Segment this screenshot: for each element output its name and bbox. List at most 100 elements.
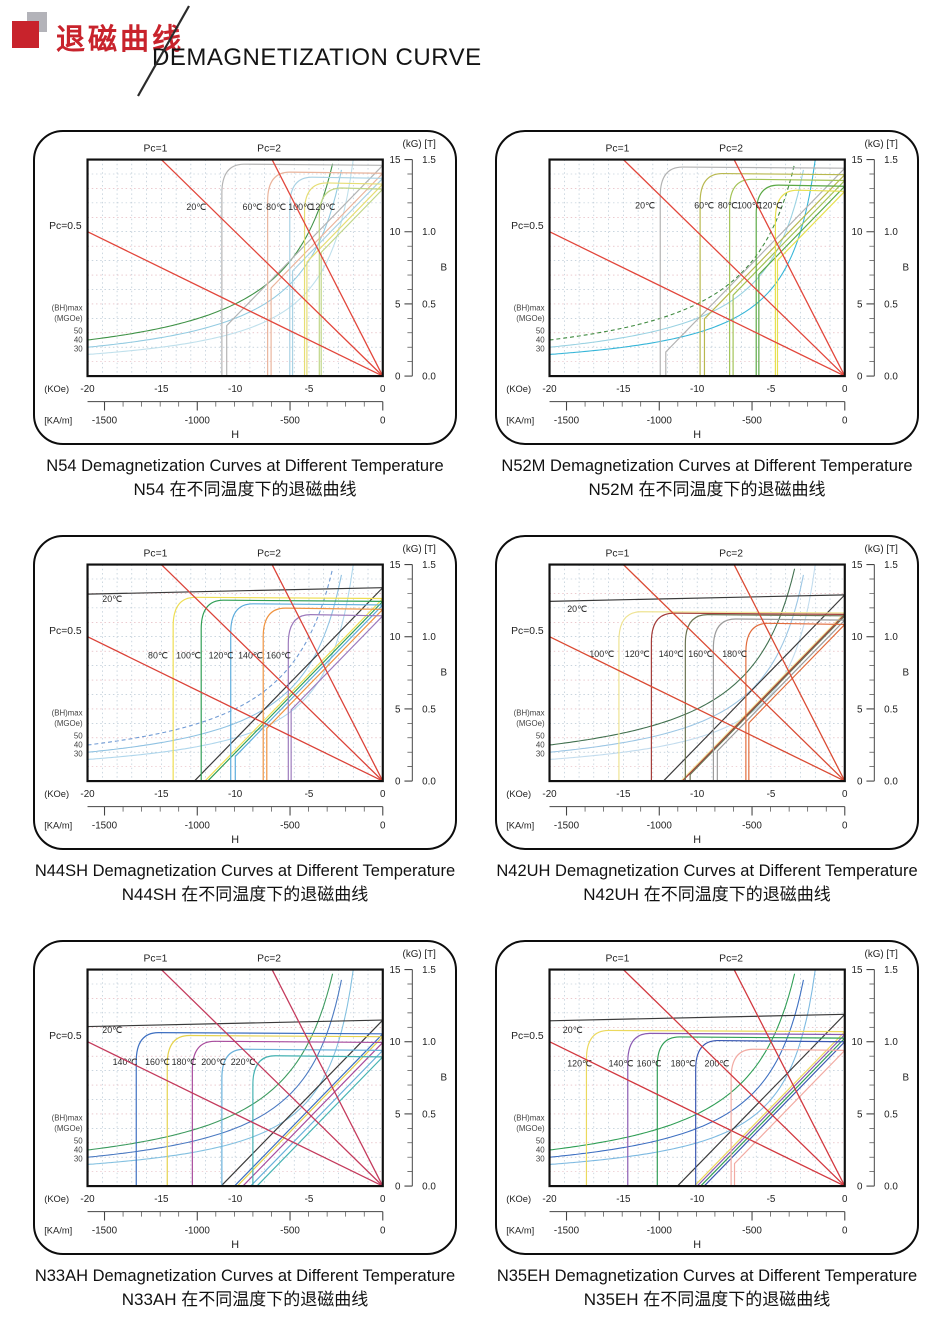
pc2-label: Pc=2	[719, 954, 743, 965]
b-curve-100	[306, 183, 384, 377]
x-tick-koe: -5	[767, 384, 776, 395]
temp-label-160: 160℃	[145, 1057, 170, 1067]
pc-line-1	[622, 564, 846, 782]
chart-caption-n44sh: N44SH Demagnetization Curves at Differen…	[33, 860, 457, 907]
x-tick-koe: 0	[380, 789, 386, 800]
plot-border	[86, 158, 384, 378]
pc2-label: Pc=2	[257, 954, 281, 965]
pc1-label: Pc=1	[606, 144, 630, 155]
pc05-label: Pc=0.5	[511, 626, 544, 637]
y-tick-t: 1.0	[884, 227, 898, 238]
x-unit-koe: (KOe)	[506, 384, 531, 394]
b-curve-140	[696, 1034, 846, 1187]
j-curve-80	[172, 596, 383, 782]
temp-label-140: 140℃	[659, 649, 684, 659]
b-curve-140	[234, 1033, 384, 1187]
bhmax-value-40: 40	[536, 1146, 545, 1155]
temp-label-180: 180℃	[722, 649, 747, 659]
bhmax-value-50: 50	[536, 731, 545, 740]
bhmax-contour-40	[87, 574, 342, 753]
y-tick-kg: 15	[390, 965, 401, 976]
x-unit-koe: (KOe)	[506, 1194, 531, 1204]
pc-line-1	[622, 159, 846, 377]
y-units-label: (kG) [T]	[865, 949, 899, 960]
x-tick-kam: -500	[742, 415, 762, 426]
x-tick-kam: -1000	[185, 415, 211, 426]
x-tick-koe: -5	[767, 1194, 776, 1205]
b-curve-140	[266, 608, 384, 782]
temp-label-80: 80℃	[718, 201, 738, 211]
pc2-label: Pc=2	[257, 144, 281, 155]
bhmax-value-40: 40	[536, 741, 545, 750]
x-tick-koe: -15	[616, 789, 631, 800]
demag-chart-n42uh: 20℃ 100℃ 120℃ 140℃ 160℃ 180℃ Pc=1 Pc=2 Pc=0.5 (BH…	[506, 544, 909, 846]
x-title: H	[231, 429, 239, 441]
temp-label-20: 20℃	[102, 594, 122, 604]
b-curve-220	[256, 1056, 384, 1187]
chart-card-n42uh: 20℃ 100℃ 120℃ 140℃ 160℃ 180℃ Pc=1 Pc=2 Pc=0.5 (BH…	[495, 535, 919, 850]
b-curve-180	[703, 1041, 846, 1187]
x-tick-kam: -1500	[92, 820, 118, 831]
b-curve-20	[662, 594, 846, 782]
chart-card-n44sh: 20℃ 80℃ 100℃ 120℃ 140℃ 160℃ Pc=1 Pc=2 Pc=0.5 (BH)…	[33, 535, 457, 850]
header-slash-line	[137, 5, 190, 97]
x-tick-kam: -500	[280, 1225, 300, 1236]
b-curve-160	[290, 615, 384, 782]
x-tick-koe: -10	[690, 1194, 705, 1205]
x-title: H	[693, 834, 701, 846]
bhmax-value-40: 40	[74, 1146, 83, 1155]
j-curve-20	[87, 1019, 383, 1028]
chart-card-n52m: 20℃ 60℃ 80℃ 100℃ 120℃ Pc=1 Pc=2 Pc=0.5 (BH)max (M…	[495, 130, 919, 445]
x-tick-koe: -10	[228, 384, 243, 395]
x-tick-koe: -10	[228, 789, 243, 800]
x-tick-koe: 0	[842, 384, 848, 395]
pc-line-0.5	[549, 636, 846, 782]
j-curve-20	[549, 1013, 845, 1022]
bhmax-caption: (MGOe)	[516, 1124, 545, 1133]
x-tick-koe: -20	[80, 384, 95, 395]
bhmax-caption: (MGOe)	[516, 719, 545, 728]
x-tick-koe: -10	[690, 384, 705, 395]
temp-label-120: 120℃	[625, 649, 650, 659]
y-tick-kg: 0	[857, 372, 863, 383]
bhmax-value-30: 30	[74, 1155, 83, 1164]
chart-caption-n54: N54 Demagnetization Curves at Different …	[33, 455, 457, 502]
bhmax-contour-30	[87, 159, 354, 355]
pc05-label: Pc=0.5	[511, 1031, 544, 1042]
x-title: H	[231, 1239, 239, 1251]
pc-line-0.5	[87, 231, 384, 377]
j-curve-200	[730, 1048, 845, 1187]
pc-line-2	[733, 159, 846, 377]
page-header: 退磁曲线 DEMAGNETIZATION CURVE	[0, 0, 940, 112]
x-unit-koe: (KOe)	[44, 384, 69, 394]
bhmax-contour-30	[549, 159, 816, 355]
y-tick-kg: 10	[852, 1037, 863, 1048]
x-tick-koe: -20	[542, 384, 557, 395]
j-curve-20	[221, 163, 383, 377]
x-tick-kam: -500	[742, 1225, 762, 1236]
y-tick-kg: 0	[395, 372, 401, 383]
b-curve-200	[733, 1049, 846, 1187]
temp-label-160: 160℃	[688, 649, 713, 659]
temp-label-20: 20℃	[635, 201, 655, 211]
pc-line-0.5	[87, 1041, 384, 1187]
j-curve-60	[267, 171, 383, 377]
plot-border	[548, 563, 846, 783]
pc-line-1	[622, 969, 846, 1187]
caption-zh: N42UH 在不同温度下的退磁曲线	[583, 885, 831, 905]
pc1-label: Pc=1	[606, 549, 630, 560]
y-tick-kg: 10	[390, 632, 401, 643]
bhmax-contour-40	[87, 979, 342, 1158]
x-tick-koe: -20	[80, 789, 95, 800]
bhmax-value-30: 30	[536, 345, 545, 354]
bhmax-value-30: 30	[536, 1155, 545, 1164]
j-curve-160	[656, 1036, 845, 1187]
x-tick-kam: 0	[380, 1225, 386, 1236]
page-title-zh: 退磁曲线	[56, 24, 185, 56]
y-tick-t: 0.0	[884, 777, 898, 788]
bhmax-caption: (BH)max	[514, 303, 545, 312]
plot-border	[548, 158, 846, 378]
pc05-label: Pc=0.5	[511, 221, 544, 232]
chart-caption-n35eh: N35EH Demagnetization Curves at Differen…	[495, 1265, 919, 1312]
y-tick-kg: 0	[857, 1182, 863, 1193]
